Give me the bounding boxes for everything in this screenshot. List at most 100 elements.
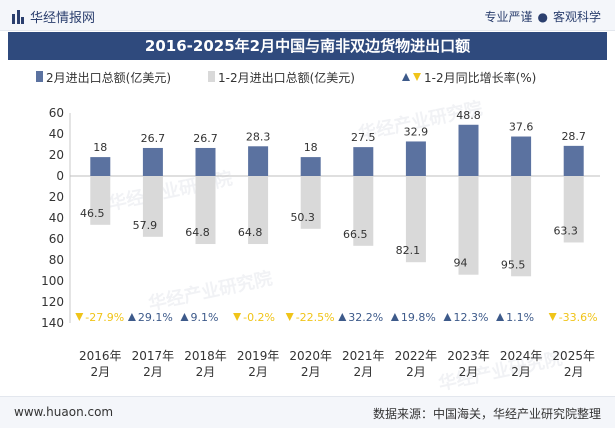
data-label-cumulative: 64.8 [185,226,210,239]
x-tick-line: 2025年 [552,349,595,363]
bar-cumulative [300,176,321,229]
legend-marker-cum [208,71,215,82]
brand: 华经情报网 [12,7,95,26]
legend-label-feb: 2月进出口总额(亿美元) [46,70,171,85]
x-tick-line: 2月 [511,365,531,379]
bar-feb [195,147,216,176]
data-label-feb: 18 [93,141,107,154]
brand-logo-icon [12,9,24,24]
top-bar: 华经情报网 专业严谨 ● 客观科学 [0,0,615,31]
x-tick-line: 2月 [459,365,479,379]
data-label-cumulative: 50.3 [290,211,315,224]
bar-feb [90,157,111,176]
x-tick-label: 2022年 2月 [395,349,438,379]
growth-down-marker [233,313,242,321]
bar-cumulative [195,176,216,245]
chart: 华经产业研究院华经产业研究院华经产业研究院华经产业研究院2月进出口总额(亿美元)… [36,70,600,395]
data-label-feb: 32.9 [404,125,429,138]
bar-cumulative [248,176,269,245]
data-label-feb: 28.3 [246,130,271,143]
data-label-feb: 26.7 [141,132,166,145]
y-tick-label: 80 [49,253,64,267]
footer: www.huaon.com 数据来源：中国海关，华经产业研究院整理 [0,396,615,428]
chart-title: 2016-2025年2月中国与南非双边货物进出口额 [8,32,607,60]
growth-label: 29.1% [138,311,173,324]
x-tick-line: 2月 [248,365,268,379]
bar-feb [142,147,163,176]
x-tick-label: 2024年 2月 [500,349,543,379]
bar-feb [248,146,269,176]
x-tick-line: 2024年 [500,349,543,363]
data-label-feb: 37.6 [509,121,534,134]
x-tick-label: 2023年 2月 [447,349,490,379]
x-tick-line: 2月 [143,365,163,379]
growth-label: -27.9% [85,311,124,324]
footer-source: 数据来源：中国海关，华经产业研究院整理 [372,407,601,421]
growth-down-marker [285,313,294,321]
y-tick-label: 60 [49,106,64,120]
growth-label: -22.5% [296,311,335,324]
y-tick-label: 0 [56,169,64,183]
legend-marker-down [413,73,421,81]
bar-feb [511,136,532,176]
x-tick-label: 2020年 2月 [289,349,332,379]
growth-up-marker [180,313,189,321]
x-tick-line: 2016年 [79,349,122,363]
x-tick-label: 2018年 2月 [184,349,227,379]
bar-feb [300,157,321,176]
x-tick-line: 2018年 [184,349,227,363]
x-tick-label: 2019年 2月 [237,349,280,379]
bar-cumulative [458,176,479,275]
growth-up-marker [127,313,136,321]
legend-marker-feb [36,71,43,82]
watermark-text: 华经产业研究院 [146,267,274,315]
data-label-cumulative: 94 [454,257,468,270]
footer-site: www.huaon.com [14,405,114,419]
x-tick-line: 2月 [353,365,373,379]
data-label-feb: 27.5 [351,131,376,144]
x-tick-line: 2019年 [237,349,280,363]
y-tick-label: 40 [49,211,64,225]
legend-label-growth: 1-2月同比增长率(%) [424,70,536,85]
bar-feb [458,124,479,176]
bar-cumulative [142,176,163,237]
x-tick-line: 2022年 [395,349,438,363]
growth-down-marker [75,313,84,321]
x-tick-label: 2025年 2月 [552,349,595,379]
tagline: 专业严谨 ● 客观科学 [484,8,601,25]
x-tick-label: 2017年 2月 [132,349,175,379]
growth-up-marker [496,313,505,321]
x-tick-line: 2020年 [289,349,332,363]
data-label-cumulative: 46.5 [80,207,105,220]
growth-label: 32.2% [348,311,383,324]
x-tick-line: 2023年 [447,349,490,363]
growth-label: 12.3% [454,311,489,324]
bar-cumulative [563,176,584,243]
y-tick-label: 100 [41,274,64,288]
bar-cumulative [353,176,374,246]
x-tick-line: 2月 [564,365,584,379]
tagline-right: 客观科学 [552,10,601,24]
data-label-feb: 48.8 [456,109,481,122]
data-label-cumulative: 66.5 [343,228,368,241]
x-tick-line: 2月 [301,365,321,379]
x-tick-label: 2021年 2月 [342,349,385,379]
x-tick-label: 2016年 2月 [79,349,122,379]
growth-up-marker [338,313,347,321]
tagline-dot: ● [537,10,548,24]
y-tick-label: 140 [41,316,64,330]
data-label-cumulative: 64.8 [238,226,263,239]
growth-up-marker [443,313,452,321]
growth-label: 9.1% [191,311,219,324]
brand-name: 华经情报网 [30,11,96,26]
data-label-feb: 28.7 [561,130,586,143]
x-tick-line: 2021年 [342,349,385,363]
bar-cumulative [90,176,111,225]
data-label-cumulative: 57.9 [133,219,158,232]
data-label-cumulative: 82.1 [396,244,421,257]
bar-feb [405,141,426,176]
data-label-feb: 18 [304,141,318,154]
bar-cumulative [405,176,426,263]
x-tick-line: 2月 [406,365,426,379]
growth-label: 1.1% [506,311,534,324]
